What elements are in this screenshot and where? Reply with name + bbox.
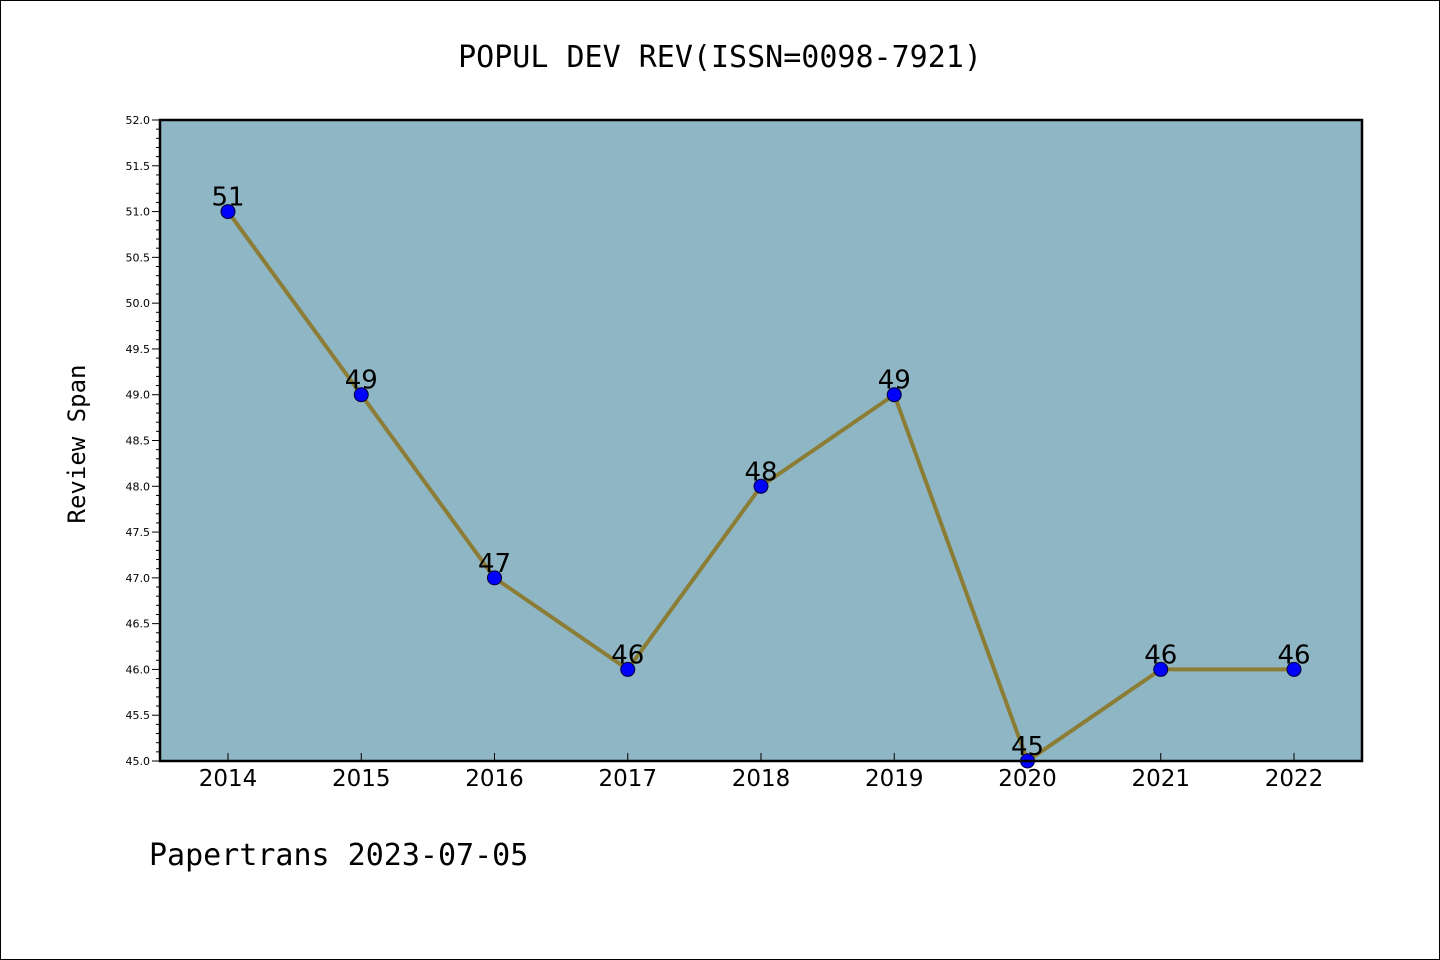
- x-tick-label: 2015: [332, 766, 391, 792]
- data-label: 46: [611, 640, 644, 670]
- data-label: 47: [478, 549, 511, 579]
- y-tick-label: 49.0: [126, 389, 151, 402]
- data-point: [487, 570, 502, 586]
- plot-border: [158, 118, 1364, 763]
- x-tick-label: 2019: [865, 766, 924, 792]
- x-tick-label: 2020: [998, 766, 1057, 792]
- data-label: 49: [878, 366, 911, 396]
- y-tick-label: 49.5: [126, 343, 151, 356]
- data-label: 49: [345, 366, 378, 396]
- y-tick-label: 47.0: [126, 572, 151, 585]
- y-tick-label: 45.5: [126, 709, 151, 722]
- data-point: [220, 204, 236, 220]
- y-tick-label: 51.5: [126, 160, 151, 173]
- y-axis-label: Review Span: [63, 365, 91, 524]
- chart-title: POPUL DEV REV(ISSN=0098-7921): [458, 40, 982, 75]
- data-point: [753, 478, 769, 494]
- y-tick-label: 45.0: [126, 755, 151, 768]
- x-tick-label: 2018: [732, 766, 791, 792]
- data-label: 48: [744, 457, 777, 487]
- x-tick-label: 2017: [598, 766, 657, 792]
- data-point: [886, 387, 902, 403]
- data-points: [220, 204, 1302, 769]
- data-point: [1153, 661, 1169, 677]
- x-tick-label: 2014: [199, 766, 258, 792]
- data-label: 51: [211, 183, 244, 213]
- plot-area: [160, 120, 1362, 761]
- y-tick-label: 51.0: [126, 206, 151, 219]
- data-point: [620, 661, 636, 677]
- x-tick-label: 2016: [465, 766, 524, 792]
- x-tick-label: 2021: [1131, 766, 1190, 792]
- y-tick-label: 50.0: [126, 297, 151, 310]
- data-labels: 51 49 47 46 48 49 45 46 46: [211, 183, 1310, 762]
- data-point: [353, 387, 369, 403]
- data-point: [1286, 661, 1302, 677]
- x-tick-label: 2022: [1265, 766, 1324, 792]
- y-tick-label: 47.5: [126, 526, 151, 539]
- y-tick-label: 46.0: [126, 663, 151, 676]
- y-tick-label: 46.5: [126, 618, 151, 631]
- y-axis: 45.0 45.5 46.0 46.5 47.0 47.5 48.0 48.5 49.0 49.5…: [126, 114, 160, 768]
- x-axis: 2014 2015 2016 2017 2018 2019 2020 2021 2022: [199, 753, 1324, 792]
- data-label: 46: [1277, 640, 1310, 670]
- data-label: 45: [1011, 732, 1044, 762]
- y-tick-label: 48.5: [126, 435, 151, 448]
- data-label: 46: [1144, 640, 1177, 670]
- y-tick-label: 52.0: [126, 114, 151, 127]
- y-tick-label: 48.0: [126, 480, 151, 493]
- footer-text: Papertrans 2023-07-05: [149, 838, 528, 873]
- y-tick-label: 50.5: [126, 251, 151, 264]
